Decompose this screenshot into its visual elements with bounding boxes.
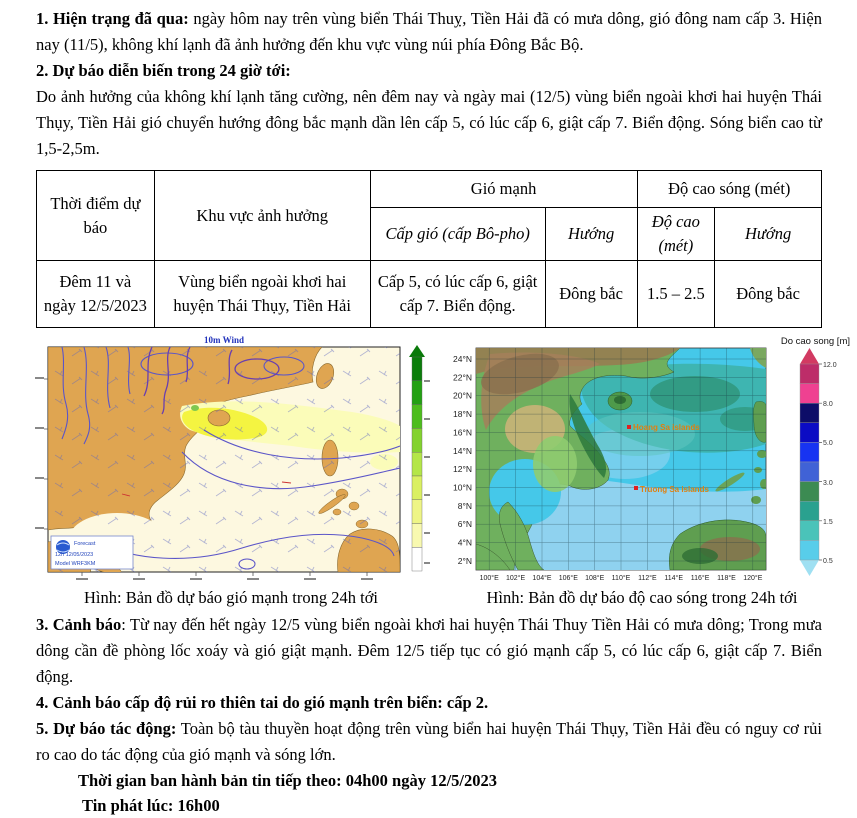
section-2-text: Do ảnh hưởng của không khí lạnh tăng cườ… xyxy=(36,87,822,158)
table-row: Đêm 11 và ngày 12/5/2023 Vùng biển ngoài… xyxy=(36,260,822,328)
map-captions-row: Hình: Bản đồ dự báo gió mạnh trong 24h t… xyxy=(32,586,857,610)
section-5-heading: 5. Dự báo tác động: xyxy=(36,719,177,738)
svg-text:3.0: 3.0 xyxy=(823,480,833,487)
col-header-wind-level: Cấp gió (cấp Bô-pho) xyxy=(369,207,546,261)
svg-text:16°N: 16°N xyxy=(453,427,472,437)
col-header-wave-dir: Hướng xyxy=(714,207,822,261)
cell-wind-dir: Đông bắc xyxy=(544,260,638,328)
cell-area: Vùng biển ngoài khơi hai huyện Thái Thụy… xyxy=(153,260,371,328)
svg-text:14°N: 14°N xyxy=(453,446,472,456)
wave-colorbar-title: Do cao song [m] xyxy=(781,336,850,347)
svg-text:1.5: 1.5 xyxy=(823,519,833,526)
wave-map-caption: Hình: Bản đồ dự báo độ cao sóng trong 24… xyxy=(486,588,798,607)
upper-contours xyxy=(143,347,280,415)
svg-text:5.0: 5.0 xyxy=(823,440,833,447)
legend-line-2: 12h 12/05/2023 xyxy=(55,552,93,558)
wind-colorbar xyxy=(409,345,430,572)
svg-text:4°N: 4°N xyxy=(458,538,472,548)
truong-sa-label: Truong Sa islands xyxy=(640,485,709,494)
svg-text:2°N: 2°N xyxy=(458,556,472,566)
svg-text:12°N: 12°N xyxy=(453,464,472,474)
col-header-wave-height: Độ cao (mét) xyxy=(636,207,716,261)
cell-wave-height: 1.5 – 2.5 xyxy=(636,260,716,328)
lon-axis: 100°E 102°E 104°E 106°E 108°E 110°E 112°… xyxy=(480,574,763,582)
graticule xyxy=(476,348,766,570)
legend-line-3: Model WRF3KM xyxy=(55,561,96,567)
section-1-text: ngày hôm nay trên vùng biển Thái Thuỵ, T… xyxy=(36,9,823,54)
forecast-table: Thời điểm dự báo Khu vực ảnh hưởng Gió m… xyxy=(36,170,823,328)
col-header-wind-dir: Hướng xyxy=(544,207,638,261)
wind-map-figure: 10m Wind xyxy=(32,334,430,586)
lat-axis: 24°N 22°N 20°N 18°N 16°N 14°N 12°N 10°N … xyxy=(453,354,472,566)
section-3-heading: 3. Cảnh báo xyxy=(36,615,122,634)
col-header-wave-group: Độ cao sóng (mét) xyxy=(636,170,823,208)
next-bulletin-time: Thời gian ban hành bản tin tiếp theo: 04… xyxy=(78,771,497,790)
svg-text:112°E: 112°E xyxy=(638,574,657,582)
svg-text:18°N: 18°N xyxy=(453,409,472,419)
svg-text:104°E: 104°E xyxy=(532,574,551,582)
svg-text:8.0: 8.0 xyxy=(823,401,833,408)
wind-map-image: 10m Wind xyxy=(35,335,430,580)
svg-text:12.0: 12.0 xyxy=(823,362,837,369)
wind-map-title: 10m Wind xyxy=(204,335,244,345)
svg-text:114°E: 114°E xyxy=(664,574,683,582)
section-3-text: : Từ nay đến hết ngày 12/5 vùng biển ngo… xyxy=(36,615,822,686)
section-4-heading: 4. Cảnh báo cấp độ rủi ro thiên tai do g… xyxy=(36,693,489,712)
col-header-area: Khu vực ảnh hưởng xyxy=(153,170,371,261)
svg-text:0.5: 0.5 xyxy=(823,558,833,565)
svg-text:108°E: 108°E xyxy=(585,574,604,582)
issued-time: Tin phát lúc: 16h00 xyxy=(82,796,220,815)
svg-text:106°E: 106°E xyxy=(559,574,578,582)
isobar-contours xyxy=(61,347,400,570)
svg-text:22°N: 22°N xyxy=(453,372,472,382)
wave-colorbar-labels: 12.0 8.0 5.0 3.0 1.5 0.5 xyxy=(823,362,837,565)
legend-line-1: Forecast xyxy=(74,541,96,547)
section-2-heading: 2. Dự báo diễn biến trong 24 giờ tới: xyxy=(36,61,291,80)
svg-text:24°N: 24°N xyxy=(453,354,472,364)
svg-text:8°N: 8°N xyxy=(458,501,472,511)
svg-text:100°E: 100°E xyxy=(480,574,499,582)
wave-colorbar: 12.0 8.0 5.0 3.0 1.5 0.5 xyxy=(799,348,837,576)
wave-map-figure: Do cao song [m] xyxy=(430,334,854,586)
cell-wave-dir: Đông bắc xyxy=(714,260,822,328)
section-5-text: Toàn bộ tàu thuyền hoạt động trên vùng b… xyxy=(36,719,822,764)
wind-map-caption: Hình: Bản đồ dự báo gió mạnh trong 24h t… xyxy=(83,588,379,607)
axis-label-marks xyxy=(35,377,373,580)
wave-map-image: Do cao song [m] xyxy=(453,336,850,582)
axis-ticks xyxy=(44,378,368,576)
svg-text:118°E: 118°E xyxy=(717,574,736,582)
cell-time: Đêm 11 và ngày 12/5/2023 xyxy=(36,260,155,328)
svg-text:10°N: 10°N xyxy=(453,483,472,493)
section-3-paragraph: 3. Cảnh báo: Từ nay đến hết ngày 12/5 vù… xyxy=(36,612,822,690)
map-figures-row: 10m Wind xyxy=(32,334,857,586)
section-1-paragraph: 1. Hiện trạng đã qua: ngày hôm nay trên … xyxy=(36,6,822,58)
svg-text:6°N: 6°N xyxy=(458,519,472,529)
svg-text:116°E: 116°E xyxy=(691,574,710,582)
svg-text:102°E: 102°E xyxy=(506,574,525,582)
svg-text:20°N: 20°N xyxy=(453,391,472,401)
section-5-paragraph: 5. Dự báo tác động: Toàn bộ tàu thuyền h… xyxy=(36,716,822,768)
svg-text:120°E: 120°E xyxy=(743,574,762,582)
col-header-wind-group: Gió mạnh xyxy=(369,170,638,208)
section-1-heading: 1. Hiện trạng đã qua: xyxy=(36,9,189,28)
cell-wind-level: Cấp 5, có lúc cấp 6, giật cấp 7. Biển độ… xyxy=(369,260,546,328)
model-legend-box: Forecast 12h 12/05/2023 Model WRF3KM xyxy=(50,535,134,570)
col-header-time: Thời điểm dự báo xyxy=(36,170,155,261)
hoang-sa-label: Hoang Sa islands xyxy=(633,423,700,432)
svg-text:110°E: 110°E xyxy=(612,574,631,582)
